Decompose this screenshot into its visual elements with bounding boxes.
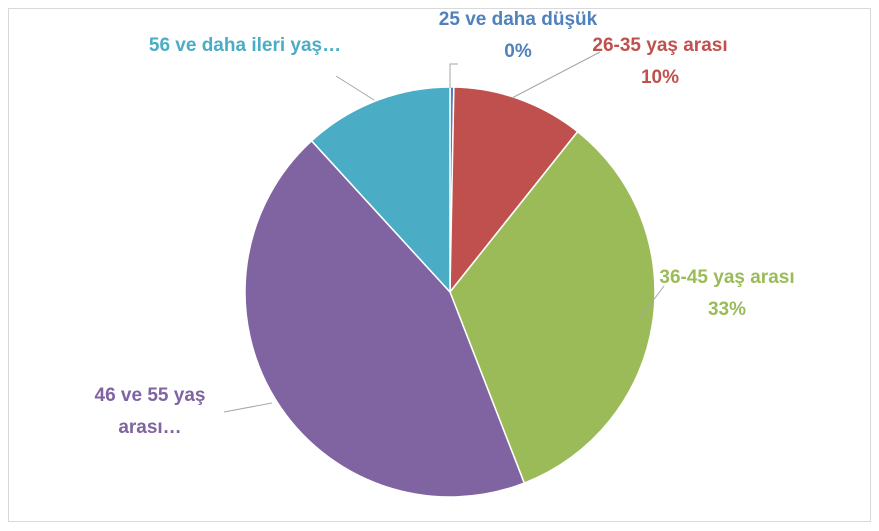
leader-line <box>639 285 665 319</box>
category-label: 36-45 yaş arası <box>659 267 795 288</box>
pie-slice <box>449 86 579 295</box>
leader-line <box>449 63 458 88</box>
leader-line <box>511 51 601 99</box>
leader-line <box>335 75 375 101</box>
value-label: 0% <box>504 41 532 62</box>
pie-slice <box>310 86 451 294</box>
category-label: 56 ve daha ileri yaş… <box>148 35 342 56</box>
value-label: 33% <box>707 299 747 320</box>
slice-label: 25 ve daha düşük 0% <box>418 4 618 68</box>
leader-line <box>223 402 273 413</box>
pie-slice <box>244 139 526 498</box>
category-label: 25 ve daha düşük <box>438 9 598 30</box>
slice-label: 46 ve 55 yaş arası… <box>65 380 235 444</box>
slice-label: 26-35 yaş arası 10% <box>590 30 730 94</box>
category-label: 46 ve 55 yaş arası… <box>94 385 206 438</box>
slice-label: 56 ve daha ileri yaş… <box>145 30 345 62</box>
value-label: 10% <box>640 67 680 88</box>
category-label: 26-35 yaş arası <box>592 35 728 56</box>
slice-label: 36-45 yaş arası 33% <box>657 262 797 326</box>
pie-slice <box>449 130 656 485</box>
